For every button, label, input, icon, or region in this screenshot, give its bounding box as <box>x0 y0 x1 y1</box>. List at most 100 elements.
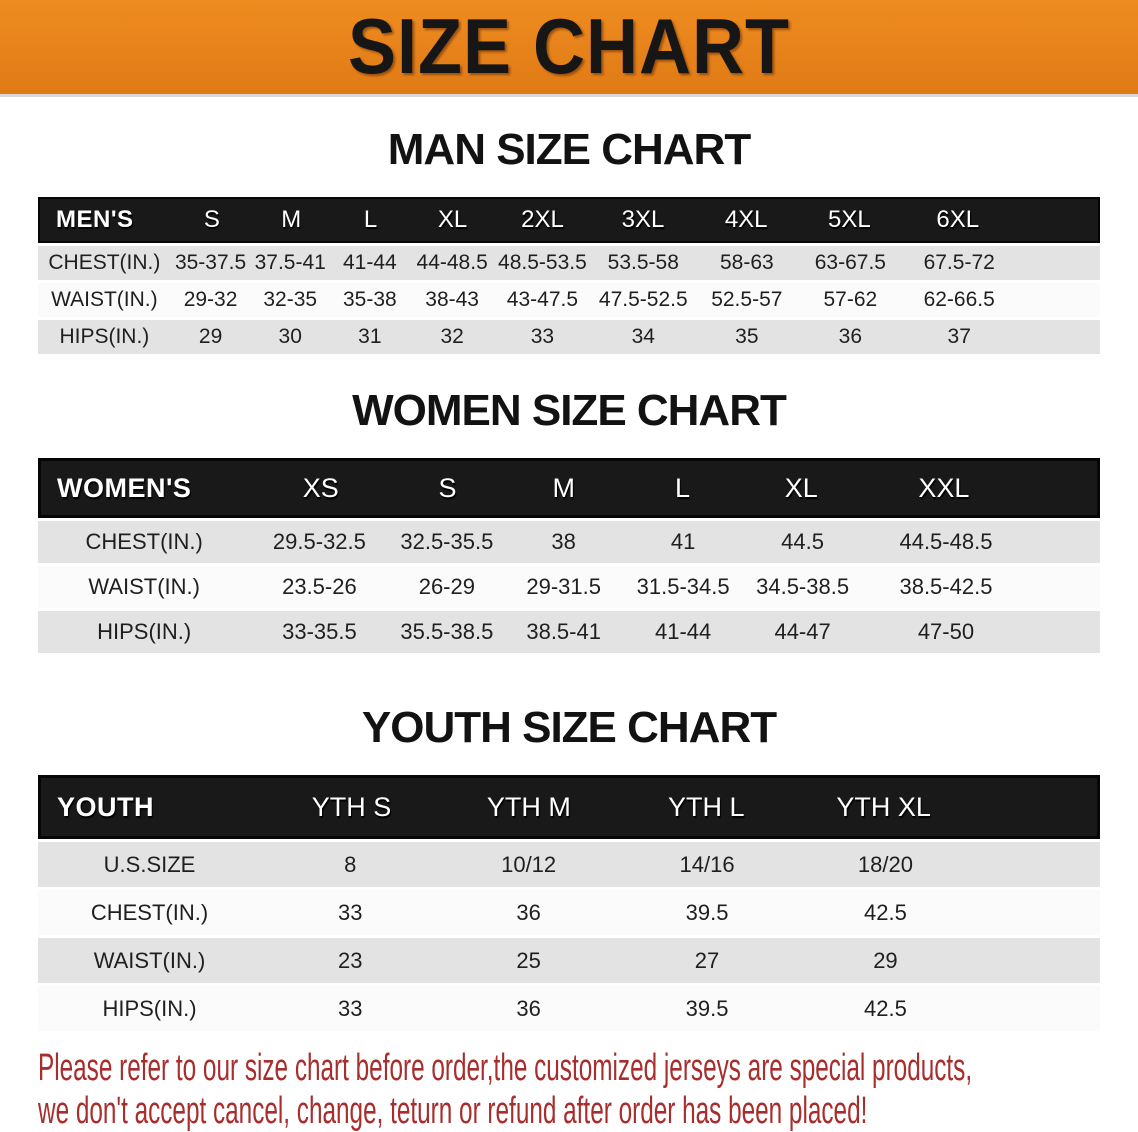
youth-hips-row: HIPS(IN.) 33 36 39.5 42.5 <box>38 986 1100 1031</box>
men-table-header-label: MEN'S <box>56 206 134 233</box>
table-cell: 58-63 <box>719 251 774 274</box>
table-cell: 67.5-72 <box>923 251 995 274</box>
women-size-header-s: S <box>438 472 457 503</box>
table-cell: 36 <box>516 995 541 1021</box>
table-cell: 33 <box>337 899 363 925</box>
youth-size-table: YOUTH YTH S YTH M YTH L YTH XL U.S.SIZE … <box>38 775 1100 1031</box>
men-size-header-xl: XL <box>437 206 468 233</box>
table-cell: 31.5-34.5 <box>636 574 730 599</box>
table-cell: 8 <box>344 851 357 877</box>
women-size-header-xl: XL <box>784 472 818 503</box>
men-section-title: MAN SIZE CHART <box>387 125 751 174</box>
youth-waist-row: WAIST(IN.) 23 25 27 29 <box>38 938 1100 983</box>
table-cell: 39.5 <box>685 899 729 925</box>
table-cell: 44.5 <box>781 529 824 554</box>
table-cell: 35.5-38.5 <box>400 619 494 644</box>
table-cell: 25 <box>516 947 541 973</box>
men-size-header-s: S <box>203 206 220 233</box>
table-cell: 36 <box>516 899 541 925</box>
table-cell: 48.5-53.5 <box>498 251 587 274</box>
table-cell: 29 <box>873 947 898 973</box>
table-cell: 14/16 <box>679 851 735 877</box>
banner-title: SIZE CHART <box>348 3 790 91</box>
row-label: CHEST(IN.) <box>85 529 203 554</box>
size-chart-banner: SIZE CHART <box>0 0 1138 97</box>
table-cell: 23 <box>337 947 363 973</box>
table-cell: 35-37.5 <box>174 251 247 274</box>
youth-size-header-s: YTH S <box>311 791 392 822</box>
table-cell: 33 <box>530 325 555 348</box>
table-cell: 39.5 <box>685 995 729 1021</box>
youth-size-header-l: YTH L <box>668 791 745 822</box>
table-cell: 27 <box>694 947 720 973</box>
women-chest-row: CHEST(IN.) 29.5-32.5 32.5-35.5 38 41 44.… <box>38 521 1100 563</box>
women-size-header-xxl: XXL <box>918 472 970 503</box>
table-cell: 53.5-58 <box>607 251 679 274</box>
table-cell: 33-35.5 <box>282 619 357 644</box>
youth-section-title: YOUTH SIZE CHART <box>361 703 777 752</box>
row-label: WAIST(IN.) <box>93 947 206 973</box>
table-cell: 23.5-26 <box>282 574 357 599</box>
table-cell: 38-43 <box>425 288 479 311</box>
table-cell: 32-35 <box>263 288 318 311</box>
youth-size-header-m: YTH M <box>486 791 571 822</box>
table-cell: 18/20 <box>857 851 913 877</box>
table-cell: 26-29 <box>418 574 475 599</box>
men-chest-row: CHEST(IN.) 35-37.5 37.5-41 41-44 44-48.5… <box>38 246 1100 280</box>
table-cell: 47.5-52.5 <box>598 288 688 311</box>
order-disclaimer: Please refer to our size chart before or… <box>38 1047 1138 1132</box>
youth-ussize-row: U.S.SIZE 8 10/12 14/16 18/20 <box>38 842 1100 887</box>
table-cell: 41 <box>670 529 696 554</box>
table-cell: 35-38 <box>342 288 397 311</box>
table-cell: 42.5 <box>864 995 907 1021</box>
table-cell: 38 <box>551 529 576 554</box>
table-cell: 41-44 <box>342 251 397 274</box>
women-hips-row: HIPS(IN.) 33-35.5 35.5-38.5 38.5-41 41-4… <box>38 611 1100 653</box>
table-cell: 42.5 <box>864 899 907 925</box>
row-label: CHEST(IN.) <box>90 899 209 925</box>
men-size-table: MEN'S S M L XL 2XL 3XL 4XL 5XL 6XL CHEST… <box>38 197 1100 354</box>
women-table-header-label: WOMEN'S <box>57 472 192 503</box>
women-size-table: WOMEN'S XS S M L XL XXL CHEST(IN.) 29.5-… <box>38 458 1100 653</box>
youth-table-header-label: YOUTH <box>57 791 154 822</box>
table-cell: 34.5-38.5 <box>756 574 850 599</box>
table-cell: 38.5-41 <box>526 619 601 644</box>
table-cell: 47-50 <box>917 619 975 644</box>
table-cell: 62-66.5 <box>923 288 995 311</box>
table-cell: 44-48.5 <box>416 251 488 274</box>
men-table-header-row: MEN'S S M L XL 2XL 3XL 4XL 5XL 6XL <box>38 197 1100 243</box>
women-size-header-xs: XS <box>302 472 339 503</box>
youth-table-header-row: YOUTH YTH S YTH M YTH L YTH XL <box>38 775 1100 839</box>
row-label: HIPS(IN.) <box>97 619 192 644</box>
men-size-header-4xl: 4XL <box>724 206 768 233</box>
women-waist-row: WAIST(IN.) 23.5-26 26-29 29-31.5 31.5-34… <box>38 566 1100 608</box>
women-table-header-row: WOMEN'S XS S M L XL XXL <box>38 458 1100 518</box>
row-label: HIPS(IN.) <box>59 325 150 348</box>
table-cell: 37 <box>947 325 971 348</box>
disclaimer-line-1: Please refer to our size chart before or… <box>38 1047 973 1089</box>
youth-size-header-xl: YTH XL <box>836 791 931 822</box>
row-label: U.S.SIZE <box>103 851 196 877</box>
disclaimer-line-2: we don't accept cancel, change, teturn o… <box>38 1090 868 1132</box>
youth-chest-row: CHEST(IN.) 33 36 39.5 42.5 <box>38 890 1100 935</box>
table-cell: 29-31.5 <box>526 574 601 599</box>
men-size-header-5xl: 5XL <box>827 206 871 233</box>
men-size-header-6xl: 6XL <box>936 206 980 233</box>
women-section-title: WOMEN SIZE CHART <box>352 386 787 435</box>
men-size-header-l: L <box>363 206 378 233</box>
table-cell: 37.5-41 <box>254 251 326 274</box>
table-cell: 38.5-42.5 <box>899 574 993 599</box>
table-cell: 43-47.5 <box>506 288 579 311</box>
table-cell: 44-47 <box>774 619 831 644</box>
table-cell: 33 <box>337 995 363 1021</box>
table-cell: 31 <box>358 325 382 348</box>
men-size-header-3xl: 3XL <box>621 206 665 233</box>
men-size-header-2xl: 2XL <box>521 206 564 233</box>
table-cell: 10/12 <box>501 851 557 877</box>
table-cell: 36 <box>838 325 863 348</box>
men-size-header-m: M <box>281 206 302 233</box>
row-label: HIPS(IN.) <box>102 995 197 1021</box>
table-cell: 44.5-48.5 <box>899 529 993 554</box>
table-cell: 52.5-57 <box>711 288 783 311</box>
table-cell: 57-62 <box>823 288 878 311</box>
